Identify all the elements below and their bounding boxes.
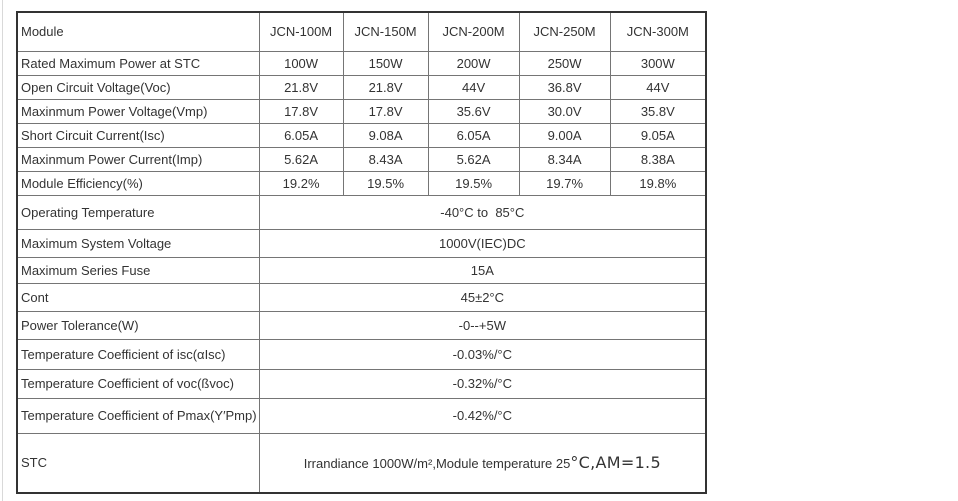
row-max-system-voltage: Maximum System Voltage 1000V(IEC)DC [16, 228, 707, 258]
row-label: Cont [16, 282, 260, 312]
cell-merged-value: -0.42%/°C [258, 397, 707, 434]
cell-value: 44V [609, 74, 707, 100]
cell-merged-value: 45±2°C [258, 282, 707, 312]
header-model-jcn-100m: JCN-100M [258, 11, 344, 52]
cell-value: 19.2% [258, 170, 344, 196]
row-label: Rated Maximum Power at STC [16, 50, 260, 76]
cell-value: 6.05A [258, 122, 344, 148]
row-label: Temperature Coefficient of Pmax(Y′Pmp) [16, 397, 260, 434]
stc-value-normal: Irrandiance 1000W/m²,Module temperature … [303, 456, 571, 472]
row-temp-coeff-pmax: Temperature Coefficient of Pmax(Y′Pmp) -… [16, 397, 707, 434]
cell-value: 300W [609, 50, 707, 76]
cell-value: 150W [342, 50, 429, 76]
row-label: Short Circuit Current(Isc) [16, 122, 260, 148]
page-left-divider-line [2, 0, 3, 501]
row-label: STC [16, 432, 260, 494]
row-label: Temperature Coefficient of voc(ßvoc) [16, 368, 260, 399]
cell-merged-value-stc: Irrandiance 1000W/m²,Module temperature … [258, 432, 707, 494]
row-stc: STC Irrandiance 1000W/m²,Module temperat… [16, 432, 707, 494]
header-model-jcn-150m: JCN-150M [342, 11, 429, 52]
cell-value: 8.38A [609, 146, 707, 172]
row-cont: Cont 45±2°C [16, 282, 707, 312]
cell-merged-value: 15A [258, 256, 707, 284]
cell-value: 5.62A [258, 146, 344, 172]
row-power-tolerance: Power Tolerance(W) -0--+5W [16, 310, 707, 340]
cell-merged-value: -40°C to 85°C [258, 194, 707, 230]
row-label: Open Circuit Voltage(Voc) [16, 74, 260, 100]
row-label: Operating Temperature [16, 194, 260, 230]
cell-value: 9.08A [342, 122, 429, 148]
row-rated-max-power: Rated Maximum Power at STC 100W 150W 200… [16, 50, 707, 76]
header-model-jcn-250m: JCN-250M [518, 11, 611, 52]
cell-merged-value: -0--+5W [258, 310, 707, 340]
cell-value: 8.43A [342, 146, 429, 172]
cell-merged-value: 1000V(IEC)DC [258, 228, 707, 258]
cell-merged-value: -0.32%/°C [258, 368, 707, 399]
row-max-power-current: Maxinmum Power Current(Imp) 5.62A 8.43A … [16, 146, 707, 172]
row-max-series-fuse: Maximum Series Fuse 15A [16, 256, 707, 284]
row-temp-coeff-isc: Temperature Coefficient of isc(αIsc) -0.… [16, 338, 707, 370]
cell-value: 19.5% [427, 170, 520, 196]
cell-value: 9.00A [518, 122, 611, 148]
cell-value: 6.05A [427, 122, 520, 148]
cell-value: 21.8V [342, 74, 429, 100]
cell-value: 100W [258, 50, 344, 76]
cell-value: 17.8V [342, 98, 429, 124]
row-label: Temperature Coefficient of isc(αIsc) [16, 338, 260, 370]
cell-value: 30.0V [518, 98, 611, 124]
cell-value: 21.8V [258, 74, 344, 100]
cell-merged-value: -0.03%/°C [258, 338, 707, 370]
row-label: Maximum Series Fuse [16, 256, 260, 284]
cell-value: 17.8V [258, 98, 344, 124]
row-label: Maximum System Voltage [16, 228, 260, 258]
cell-value: 8.34A [518, 146, 611, 172]
cell-value: 19.8% [609, 170, 707, 196]
stc-value-large: °C,AM=1.5 [570, 453, 661, 473]
row-module-efficiency: Module Efficiency(%) 19.2% 19.5% 19.5% 1… [16, 170, 707, 196]
row-max-power-voltage: Maxinmum Power Voltage(Vmp) 17.8V 17.8V … [16, 98, 707, 124]
cell-value: 19.5% [342, 170, 429, 196]
cell-value: 35.6V [427, 98, 520, 124]
cell-value: 250W [518, 50, 611, 76]
row-label: Maxinmum Power Voltage(Vmp) [16, 98, 260, 124]
row-short-circuit-current: Short Circuit Current(Isc) 6.05A 9.08A 6… [16, 122, 707, 148]
header-model-jcn-300m: JCN-300M [609, 11, 707, 52]
row-operating-temperature: Operating Temperature -40°C to 85°C [16, 194, 707, 230]
row-label: Power Tolerance(W) [16, 310, 260, 340]
cell-value: 5.62A [427, 146, 520, 172]
row-label: Module Efficiency(%) [16, 170, 260, 196]
header-module-label: Module [16, 11, 260, 52]
header-row: Module JCN-100M JCN-150M JCN-200M JCN-25… [16, 11, 707, 52]
cell-value: 36.8V [518, 74, 611, 100]
row-open-circuit-voltage: Open Circuit Voltage(Voc) 21.8V 21.8V 44… [16, 74, 707, 100]
header-model-jcn-200m: JCN-200M [427, 11, 520, 52]
cell-value: 19.7% [518, 170, 611, 196]
cell-value: 44V [427, 74, 520, 100]
cell-value: 9.05A [609, 122, 707, 148]
cell-value: 200W [427, 50, 520, 76]
cell-value: 35.8V [609, 98, 707, 124]
row-label: Maxinmum Power Current(Imp) [16, 146, 260, 172]
row-temp-coeff-voc: Temperature Coefficient of voc(ßvoc) -0.… [16, 368, 707, 399]
module-spec-table: Module JCN-100M JCN-150M JCN-200M JCN-25… [16, 11, 708, 494]
